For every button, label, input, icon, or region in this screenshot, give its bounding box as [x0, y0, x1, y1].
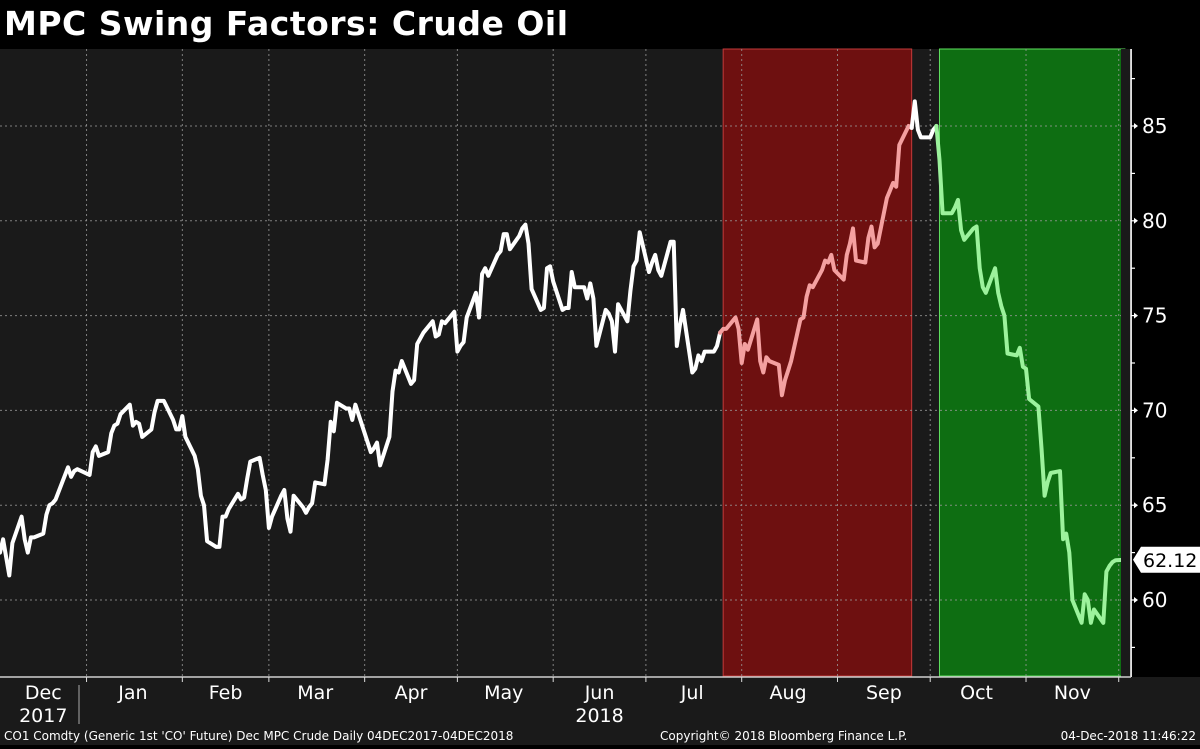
footer-copyright: Copyright© 2018 Bloomberg Finance L.P.	[660, 729, 908, 743]
last-price-badge: 62.12	[1133, 546, 1200, 573]
x-tick-label: Nov	[1054, 682, 1091, 704]
chart-title: MPC Swing Factors: Crude Oil	[4, 4, 569, 43]
last-price-label: 62.12	[1143, 550, 1197, 572]
x-tick-label: Jul	[680, 682, 704, 704]
y-axis: 60 65 70 75 80 85	[1131, 77, 1167, 649]
x-tick-label: Mar	[297, 682, 333, 704]
x-year-label: 2018	[575, 705, 623, 727]
price-line-red	[718, 124, 914, 398]
x-tick-label: Jan	[117, 682, 147, 704]
x-tick-label: Aug	[770, 682, 807, 704]
x-year-label: 2017	[19, 705, 67, 727]
red-period-band	[722, 48, 913, 677]
plot-background	[0, 49, 1121, 677]
y-tick-label: 60	[1142, 588, 1167, 612]
footer-timestamp: 04-Dec-2018 11:46:22	[1060, 729, 1196, 743]
price-line-green	[934, 124, 1127, 625]
x-tick-label: Dec	[25, 682, 62, 704]
x-tick-label: Sep	[866, 682, 902, 704]
x-tick-label: Feb	[209, 682, 243, 704]
y-tick-label: 65	[1142, 493, 1167, 517]
gridlines	[0, 49, 1121, 677]
green-period-band	[938, 48, 1126, 677]
y-tick-label: 75	[1142, 304, 1167, 328]
x-tick-label: Apr	[395, 682, 428, 704]
x-tick-label: May	[484, 682, 523, 704]
price-line-normal	[0, 222, 723, 578]
x-tick-label: Jun	[584, 682, 615, 704]
y-tick-label: 80	[1142, 209, 1167, 233]
x-tick-label: Oct	[960, 682, 993, 704]
price-line-normal	[909, 99, 939, 140]
y-tick-label: 85	[1142, 114, 1167, 138]
y-tick-label: 70	[1142, 398, 1167, 422]
footer-source: CO1 Comdty (Generic 1st 'CO' Future) Dec…	[4, 729, 514, 743]
